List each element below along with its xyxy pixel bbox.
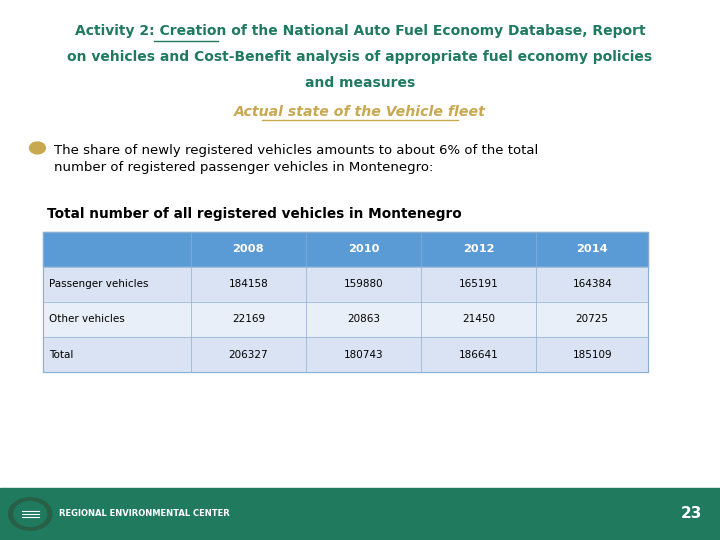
Text: Other vehicles: Other vehicles	[49, 314, 125, 325]
Bar	[43, 232, 648, 267]
Text: 2008: 2008	[233, 244, 264, 254]
Text: Total number of all registered vehicles in Montenegro: Total number of all registered vehicles …	[47, 207, 462, 221]
Bar	[43, 267, 648, 302]
Text: 159880: 159880	[343, 279, 384, 289]
Text: 22169: 22169	[232, 314, 265, 325]
Text: The share of newly registered vehicles amounts to about 6% of the total
number o: The share of newly registered vehicles a…	[54, 144, 539, 174]
Text: 184158: 184158	[228, 279, 269, 289]
Text: 20863: 20863	[347, 314, 380, 325]
Text: 2014: 2014	[577, 244, 608, 254]
Text: 20725: 20725	[576, 314, 608, 325]
Text: 206327: 206327	[228, 349, 269, 360]
Text: 2010: 2010	[348, 244, 379, 254]
Text: Total: Total	[49, 349, 73, 360]
Text: 165191: 165191	[459, 279, 499, 289]
Text: 2012: 2012	[463, 244, 495, 254]
Text: 23: 23	[680, 507, 702, 522]
Circle shape	[9, 498, 52, 530]
Text: 185109: 185109	[572, 349, 612, 360]
Text: 180743: 180743	[343, 349, 384, 360]
Bar	[0, 488, 720, 540]
Text: 164384: 164384	[572, 279, 612, 289]
Text: 21450: 21450	[462, 314, 495, 325]
Circle shape	[30, 142, 45, 154]
Text: and measures: and measures	[305, 76, 415, 90]
Bar	[43, 337, 648, 372]
Text: Actual state of the Vehicle fleet: Actual state of the Vehicle fleet	[234, 105, 486, 119]
Circle shape	[14, 502, 47, 526]
Text: on vehicles and Cost-Benefit analysis of appropriate fuel economy policies: on vehicles and Cost-Benefit analysis of…	[68, 50, 652, 64]
Bar	[43, 302, 648, 337]
Text: Passenger vehicles: Passenger vehicles	[49, 279, 148, 289]
Text: REGIONAL ENVIRONMENTAL CENTER: REGIONAL ENVIRONMENTAL CENTER	[59, 510, 230, 518]
Text: Activity 2: Creation of the National Auto Fuel Economy Database, Report: Activity 2: Creation of the National Aut…	[75, 24, 645, 38]
Text: 186641: 186641	[459, 349, 499, 360]
